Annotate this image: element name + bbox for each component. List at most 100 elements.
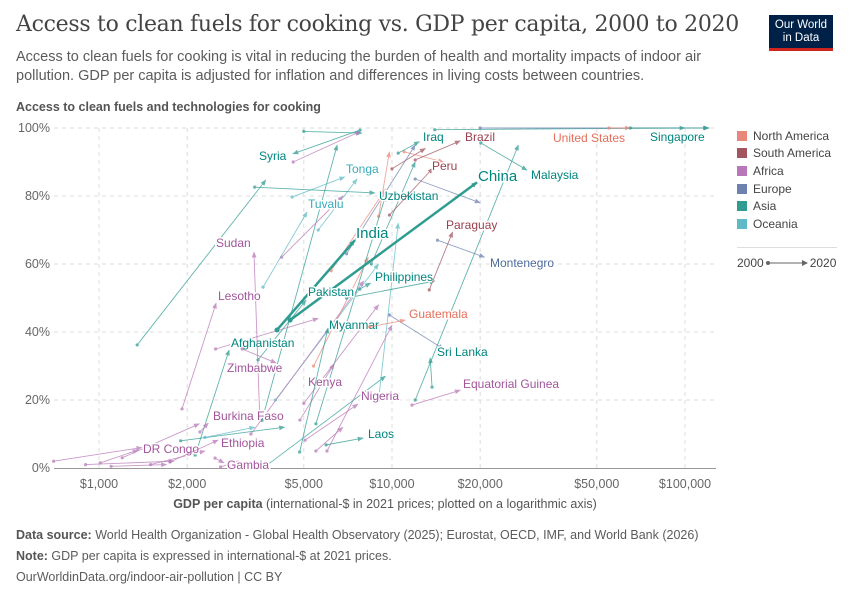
arrow-myanmar <box>298 327 330 454</box>
arrow-peru-line <box>389 167 434 216</box>
x-tick-label: $1,000 <box>80 477 118 491</box>
arrow-montenegro-line <box>437 239 486 258</box>
legend-swatch <box>737 201 747 212</box>
arrow-ethiopia <box>168 439 219 464</box>
arrow-sudan-start-point <box>258 418 262 422</box>
country-arrow-start-point <box>263 464 268 468</box>
country-arrow-start-point <box>148 463 153 467</box>
arrow-brazil <box>413 140 461 162</box>
arrow-montenegro-start-point <box>435 238 440 242</box>
legend-item-sa[interactable]: South America <box>737 145 837 163</box>
country-arrow-line <box>303 304 379 404</box>
label-gambia: Gambia <box>227 458 269 472</box>
arrow-equatorial-guinea-start-point <box>410 403 414 407</box>
country-arrow-start-point <box>302 129 306 133</box>
country-arrow-start-point <box>120 456 124 460</box>
x-tick-label: $50,000 <box>574 477 619 491</box>
y-tick-label: 40% <box>25 325 50 339</box>
arrow-malaysia-line <box>480 142 528 171</box>
arrow-iraq-start-point <box>396 151 400 155</box>
arrow-sudan-line <box>251 251 261 421</box>
arrow-guatemala-start-point <box>368 325 372 329</box>
country-arrow <box>376 222 400 402</box>
arrow-montenegro <box>435 238 486 258</box>
arrow-syria <box>292 128 362 155</box>
country-arrow <box>203 425 256 439</box>
country-arrow <box>345 279 436 300</box>
note-label: Note: <box>16 549 48 563</box>
arrow-zimbabwe-line <box>241 348 277 364</box>
page-subtitle: Access to clean fuels for cooking is vit… <box>16 49 702 84</box>
arrow-afghanistan-start-point <box>193 453 197 457</box>
arrow-equatorial-guinea <box>410 389 461 407</box>
label-syria: Syria <box>259 149 287 163</box>
country-arrow-start-point <box>291 160 295 164</box>
y-tick-label: 0% <box>32 461 50 475</box>
legend-label: North America <box>753 128 830 143</box>
time-legend-end: 2020 <box>809 255 837 270</box>
page-title: Access to clean fuels for cooking vs. GD… <box>16 12 739 37</box>
label-paraguay: Paraguay <box>446 218 497 232</box>
arrow-zimbabwe <box>240 347 277 364</box>
arrow-paraguay-line <box>428 231 454 291</box>
arrow-nigeria-start-point <box>303 438 307 442</box>
owid-logo[interactable]: Our World in Data <box>769 15 833 51</box>
arrow-dr-congo-line <box>100 449 139 464</box>
y-tick-label: 80% <box>25 189 50 203</box>
country-arrow-start-point <box>376 398 381 402</box>
arrow-malaysia-start-point <box>479 141 483 145</box>
country-arrow-line <box>378 222 400 401</box>
note: Note: GDP per capita is expressed in int… <box>16 549 392 563</box>
country-arrow-start-point <box>311 364 316 368</box>
country-arrow <box>263 375 386 468</box>
arrow-tonga-start-point <box>290 195 294 199</box>
label-tonga: Tonga <box>346 162 379 176</box>
label-nigeria: Nigeria <box>361 389 399 403</box>
country-arrow-start-point <box>478 126 482 130</box>
country-arrow-start-point <box>325 449 329 453</box>
country-arrow <box>316 178 358 232</box>
label-singapore: Singapore <box>650 130 705 144</box>
logo-line-2: in Data <box>782 32 820 44</box>
legend-item-as[interactable]: Asia <box>737 197 837 215</box>
arrow-ethiopia-start-point <box>168 460 172 464</box>
country-arrow-line <box>136 179 267 346</box>
country-arrow-start-point <box>52 459 56 463</box>
country-arrow <box>291 130 361 164</box>
arrow-guatemala <box>368 318 406 329</box>
label-pakistan: Pakistan <box>308 285 354 299</box>
label-india: India <box>356 225 389 242</box>
label-ethiopia: Ethiopia <box>221 436 265 450</box>
legend-item-eu[interactable]: Europe <box>737 180 837 198</box>
arrow-philippines-line <box>359 282 372 290</box>
arrow-malaysia <box>479 141 528 171</box>
label-dr-congo: DR Congo <box>143 442 199 456</box>
label-sri-lanka: Sri Lanka <box>437 345 488 359</box>
arrow-uzbekistan <box>253 185 376 196</box>
x-tick-label: $2,000 <box>168 477 206 491</box>
country-arrow <box>311 256 369 368</box>
source-url[interactable]: OurWorldinData.org/indoor-air-pollution … <box>16 570 283 584</box>
label-iraq: Iraq <box>423 130 444 144</box>
source-text: World Health Organization - Global Healt… <box>91 528 699 542</box>
label-uzbekistan: Uzbekistan <box>379 189 438 203</box>
label-laos: Laos <box>368 427 394 441</box>
arrow-gambia-start-point <box>213 456 217 460</box>
country-arrow-line <box>204 425 256 438</box>
country-arrow <box>413 177 481 204</box>
arrow-laos <box>324 436 364 447</box>
arrow-india-start-point <box>274 327 280 333</box>
country-arrow <box>109 462 168 468</box>
legend-item-af[interactable]: Africa <box>737 162 837 180</box>
legend-item-na[interactable]: North America <box>737 127 837 145</box>
label-burkina-faso: Burkina Faso <box>213 409 284 423</box>
arrow-tonga <box>290 176 346 199</box>
legend-item-oc[interactable]: Oceania <box>737 215 837 233</box>
y-axis-label: Access to clean fuels and technologies f… <box>16 100 321 114</box>
arrow-dr-congo <box>98 449 139 465</box>
y-tick-label: 60% <box>25 257 50 271</box>
country-arrow-line <box>389 314 445 350</box>
x-axis-label-bold: GDP per capita <box>173 497 263 511</box>
country-arrow-start-point <box>316 228 320 232</box>
